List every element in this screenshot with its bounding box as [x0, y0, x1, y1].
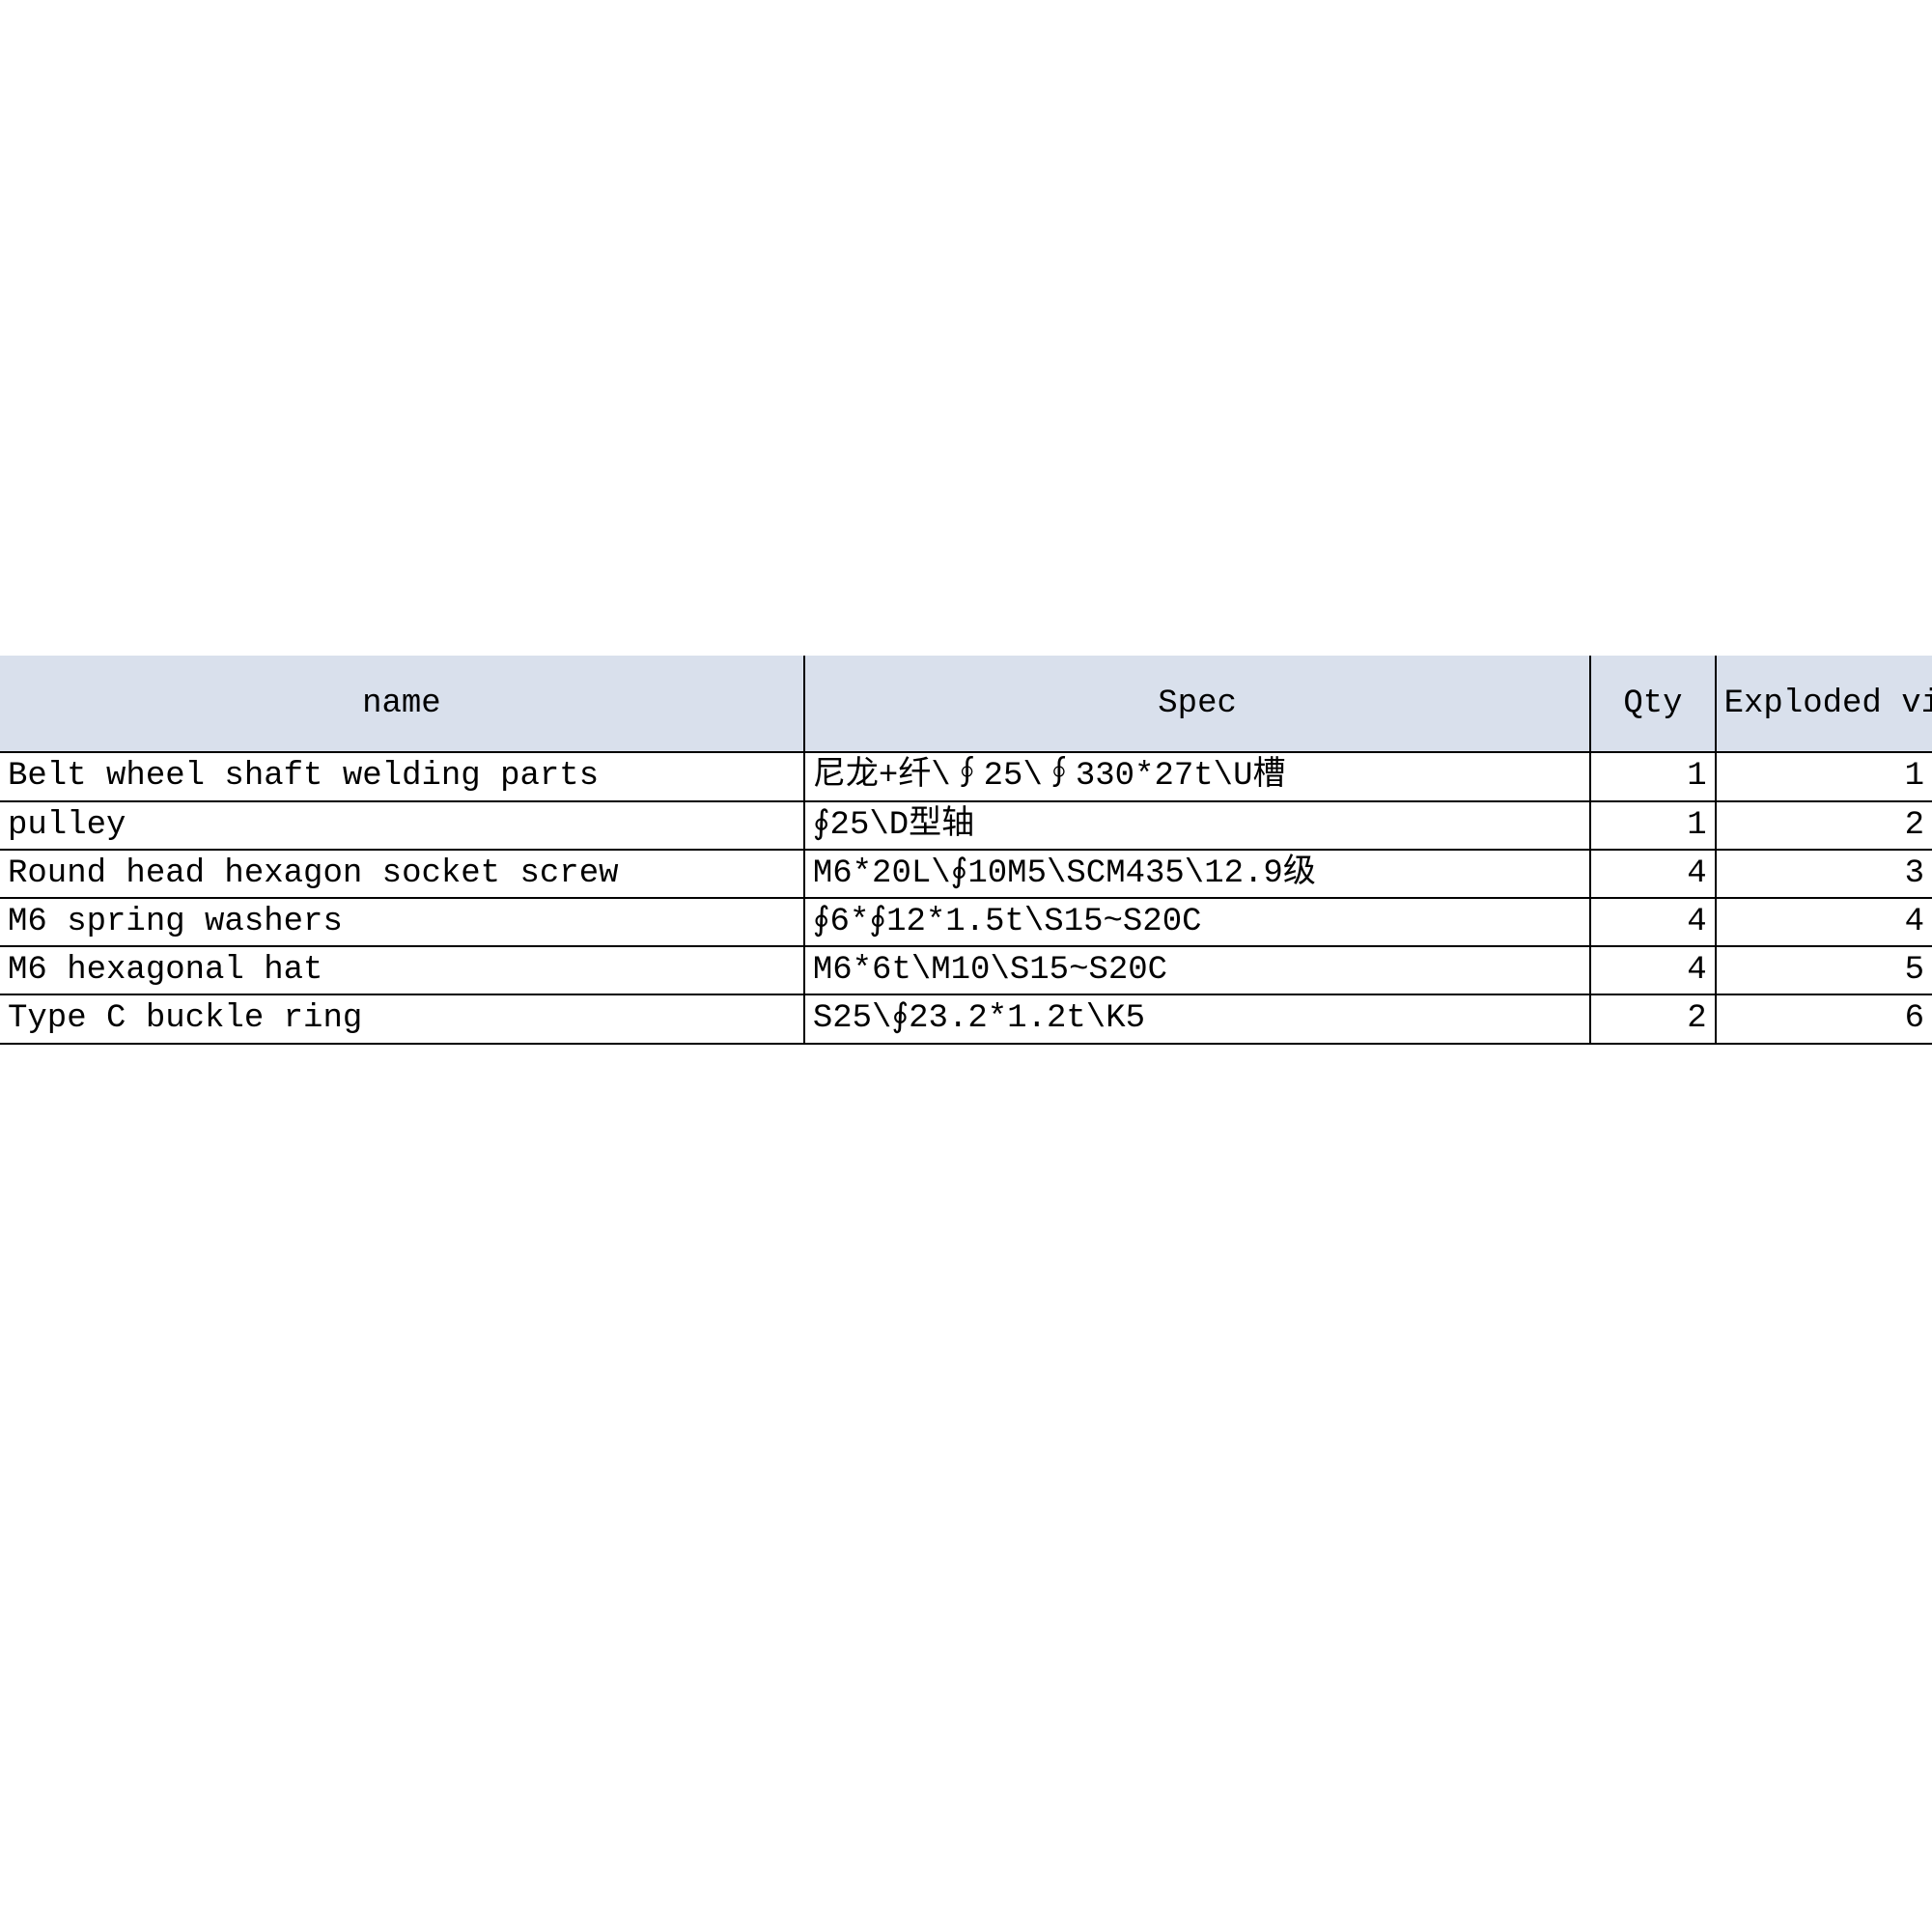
cell-view: 1 [1716, 752, 1932, 800]
cell-qty: 2 [1590, 994, 1715, 1043]
cell-spec: M6*6t\M10\S15~S20C [804, 946, 1591, 994]
cell-qty: 1 [1590, 752, 1715, 800]
table-row: M6 spring washers ∮6*∮12*1.5t\S15~S20C 4… [0, 898, 1932, 946]
col-header-spec: Spec [804, 656, 1591, 752]
col-header-qty: Qty [1590, 656, 1715, 752]
cell-spec: ∮6*∮12*1.5t\S15~S20C [804, 898, 1591, 946]
cell-spec: 尼龙+纤\∮25\∮330*27t\U槽 [804, 752, 1591, 800]
cell-spec: M6*20L\∮10M5\SCM435\12.9级 [804, 850, 1591, 898]
cell-name: pulley [0, 801, 804, 850]
cell-qty: 1 [1590, 801, 1715, 850]
cell-view: 5 [1716, 946, 1932, 994]
cell-name: Round head hexagon socket screw [0, 850, 804, 898]
table-row: Belt wheel shaft welding parts 尼龙+纤\∮25\… [0, 752, 1932, 800]
parts-table: name Spec Qty Exploded view Belt wheel s… [0, 656, 1932, 1044]
cell-view: 3 [1716, 850, 1932, 898]
cell-spec: ∮25\D型轴 [804, 801, 1591, 850]
cell-view: 2 [1716, 801, 1932, 850]
col-header-name: name [0, 656, 804, 752]
parts-table-container: name Spec Qty Exploded view Belt wheel s… [0, 656, 1932, 1044]
cell-name: M6 spring washers [0, 898, 804, 946]
col-header-view: Exploded view [1716, 656, 1932, 752]
cell-qty: 4 [1590, 946, 1715, 994]
cell-name: Type C buckle ring [0, 994, 804, 1043]
table-row: M6 hexagonal hat M6*6t\M10\S15~S20C 4 5 [0, 946, 1932, 994]
table-header-row: name Spec Qty Exploded view [0, 656, 1932, 752]
table-row: Type C buckle ring S25\∮23.2*1.2t\K5 2 6 [0, 994, 1932, 1043]
cell-spec: S25\∮23.2*1.2t\K5 [804, 994, 1591, 1043]
cell-name: M6 hexagonal hat [0, 946, 804, 994]
table-row: Round head hexagon socket screw M6*20L\∮… [0, 850, 1932, 898]
cell-qty: 4 [1590, 898, 1715, 946]
cell-name: Belt wheel shaft welding parts [0, 752, 804, 800]
table-row: pulley ∮25\D型轴 1 2 [0, 801, 1932, 850]
cell-qty: 4 [1590, 850, 1715, 898]
cell-view: 6 [1716, 994, 1932, 1043]
cell-view: 4 [1716, 898, 1932, 946]
